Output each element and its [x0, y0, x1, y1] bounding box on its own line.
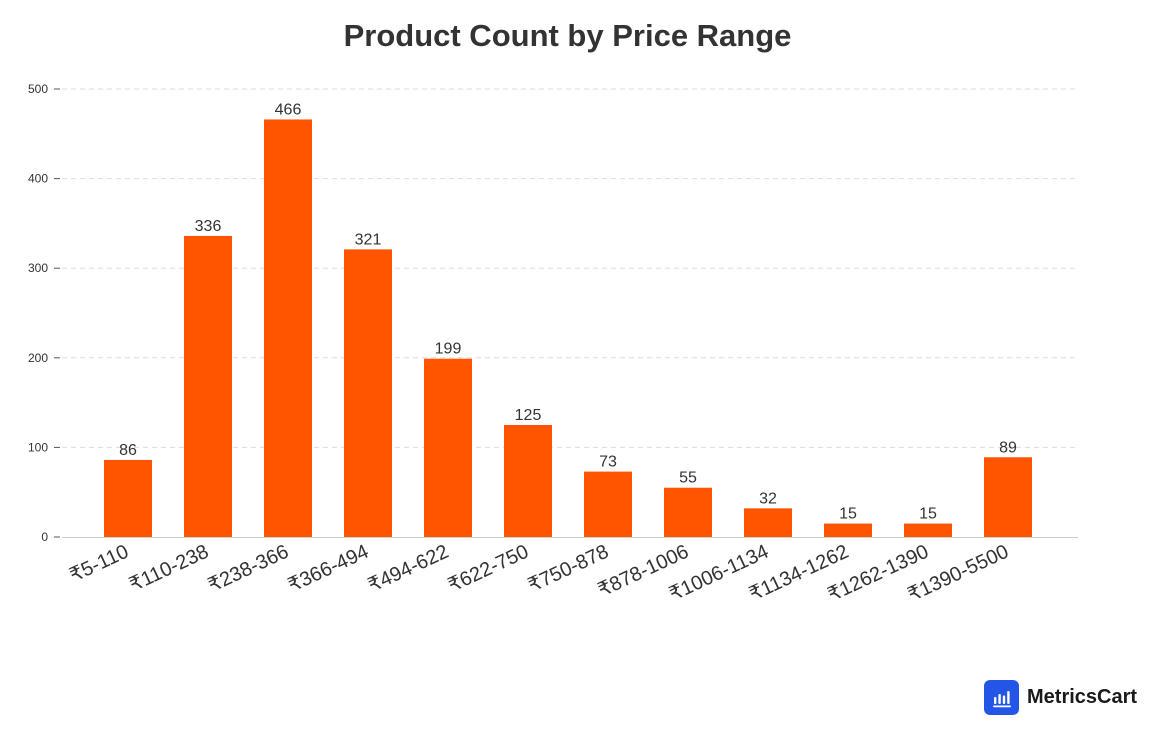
x-tick-label: ₹494-622: [365, 541, 452, 597]
bar: [184, 235, 232, 537]
x-axis: ₹5-110₹110-238₹238-366₹366-494₹494-622₹6…: [66, 541, 1012, 607]
y-tick-label: 400: [28, 172, 48, 186]
bar: [984, 457, 1032, 537]
bar-value-label: 336: [195, 218, 222, 235]
bar-chart-icon: [984, 680, 1019, 715]
bar: [504, 425, 552, 537]
bar: [664, 487, 712, 537]
y-axis: 0 100 200 300 400 500: [28, 82, 60, 544]
y-tick-label: 0: [41, 530, 48, 544]
brand-logo: MetricsCart: [984, 680, 1137, 715]
bar-value-label: 32: [759, 490, 777, 507]
bar: [904, 523, 952, 537]
grid-lines: [62, 88, 1078, 448]
y-tick-label: 200: [28, 351, 48, 365]
chart-title: Product Count by Price Range: [343, 18, 792, 53]
bar: [104, 459, 152, 537]
bar: [264, 119, 312, 538]
x-tick-label: ₹366-494: [285, 541, 372, 597]
bar-value-label: 15: [919, 506, 937, 523]
bar-value-label: 55: [679, 470, 697, 487]
x-tick-label: ₹622-750: [445, 541, 532, 597]
brand-name: MetricsCart: [1027, 686, 1138, 708]
bar-value-label: 15: [839, 506, 857, 523]
bar-value-label: 466: [275, 101, 302, 118]
data-labels: 86 336 466 321 199 125 73 55 32 15 15 89: [119, 101, 1017, 522]
x-tick-label: ₹238-366: [205, 541, 292, 597]
y-tick-label: 300: [28, 261, 48, 275]
x-tick-label: ₹5-110: [66, 541, 132, 587]
x-tick-label: ₹110-238: [126, 541, 212, 597]
y-tick-label: 100: [28, 440, 48, 454]
bar: [344, 249, 392, 537]
bar-value-label: 199: [435, 341, 462, 358]
y-tick-label: 500: [28, 82, 48, 96]
bar-value-label: 89: [999, 439, 1017, 456]
bar: [824, 523, 872, 537]
bar: [584, 471, 632, 537]
bars: [104, 119, 1032, 538]
bar-value-label: 86: [119, 442, 137, 459]
bar: [744, 508, 792, 537]
bar-value-label: 125: [515, 407, 542, 424]
bar-value-label: 73: [599, 454, 617, 471]
bar-value-label: 321: [355, 231, 382, 248]
bar: [424, 358, 472, 537]
